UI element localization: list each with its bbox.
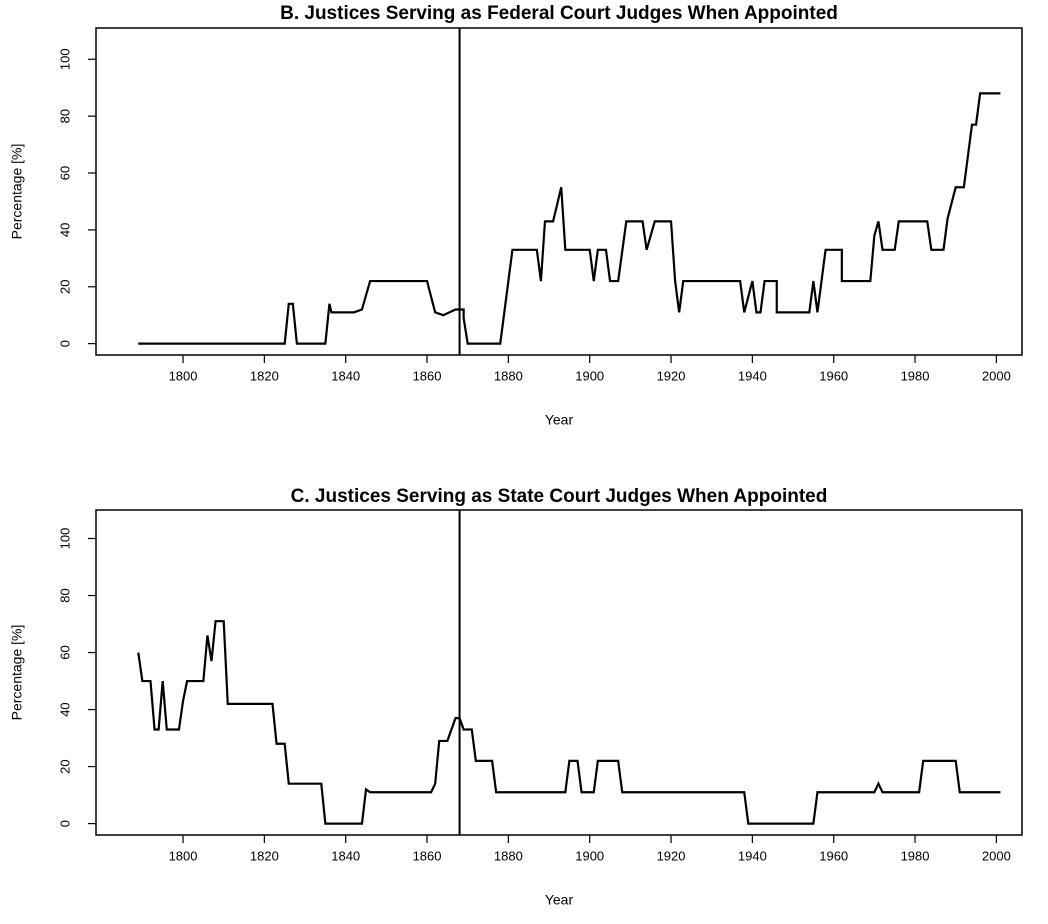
y-tick-label: 80 — [57, 588, 72, 602]
x-tick-label: 1820 — [250, 368, 279, 383]
x-axis-label: Year — [545, 412, 574, 428]
y-tick-label: 80 — [57, 109, 72, 123]
y-tick-label: 100 — [57, 48, 72, 70]
x-tick-label: 1920 — [657, 368, 686, 383]
x-tick-label: 1840 — [331, 848, 360, 863]
y-tick-label: 0 — [57, 340, 72, 347]
x-tick-label: 1800 — [169, 848, 198, 863]
x-axis-label: Year — [545, 892, 574, 908]
x-tick-label: 1860 — [413, 368, 442, 383]
x-tick-label: 2000 — [982, 848, 1011, 863]
x-tick-label: 1840 — [331, 368, 360, 383]
x-tick-label: 1920 — [657, 848, 686, 863]
plot-frame — [95, 509, 1023, 836]
x-tick-label: 2000 — [982, 368, 1011, 383]
x-tick-label: 1900 — [575, 368, 604, 383]
chart-title: B. Justices Serving as Federal Court Jud… — [280, 3, 838, 24]
x-tick-label: 1980 — [901, 368, 930, 383]
x-tick-label: 1940 — [738, 368, 767, 383]
y-tick-label: 20 — [57, 759, 72, 773]
x-tick-label: 1800 — [169, 368, 198, 383]
x-tick-label: 1960 — [819, 368, 848, 383]
y-tick-label: 60 — [57, 166, 72, 180]
y-tick-label: 20 — [57, 280, 72, 294]
x-tick-label: 1980 — [901, 848, 930, 863]
x-tick-label: 1940 — [738, 848, 767, 863]
y-tick-label: 100 — [57, 528, 72, 550]
x-tick-label: 1880 — [494, 368, 523, 383]
y-axis-label: Percentage [%] — [9, 144, 25, 240]
y-tick-label: 60 — [57, 645, 72, 659]
x-tick-label: 1880 — [494, 848, 523, 863]
chart-title: C. Justices Serving as State Court Judge… — [291, 486, 828, 507]
x-tick-label: 1960 — [819, 848, 848, 863]
data-line — [137, 620, 1001, 825]
y-tick-label: 40 — [57, 702, 72, 716]
x-tick-label: 1900 — [575, 848, 604, 863]
y-tick-label: 40 — [57, 223, 72, 237]
y-axis-label: Percentage [%] — [9, 625, 25, 721]
plot-frame — [95, 27, 1023, 356]
x-tick-label: 1860 — [413, 848, 442, 863]
y-tick-label: 0 — [57, 820, 72, 827]
data-line — [138, 92, 1001, 345]
x-tick-label: 1820 — [250, 848, 279, 863]
